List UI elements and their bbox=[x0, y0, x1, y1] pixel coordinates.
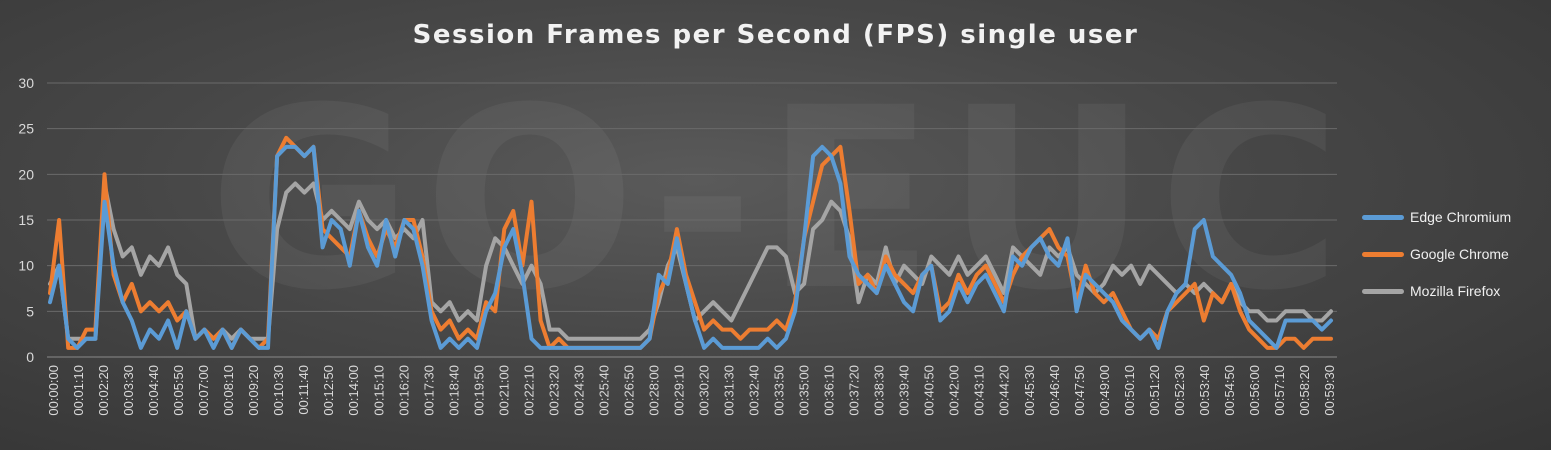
x-tick-label: 00:21:00 bbox=[496, 365, 511, 416]
legend-label: Edge Chromium bbox=[1410, 209, 1512, 225]
x-tick-label: 00:51:20 bbox=[1147, 365, 1162, 416]
x-tick-label: 00:42:00 bbox=[947, 365, 962, 416]
x-tick-label: 00:37:20 bbox=[847, 365, 862, 416]
x-tick-label: 00:17:30 bbox=[421, 365, 436, 416]
x-tick-label: 00:11:40 bbox=[296, 365, 311, 415]
x-tick-label: 00:18:40 bbox=[446, 365, 461, 416]
x-tick-label: 00:09:20 bbox=[246, 365, 261, 416]
y-tick-label: 20 bbox=[18, 166, 34, 182]
x-tick-label: 00:23:20 bbox=[546, 365, 561, 416]
x-tick-label: 00:26:50 bbox=[621, 365, 636, 416]
x-tick-label: 00:59:30 bbox=[1322, 365, 1337, 416]
x-tick-label: 00:12:50 bbox=[321, 365, 336, 416]
x-tick-label: 00:56:00 bbox=[1247, 365, 1262, 416]
x-tick-label: 00:39:40 bbox=[897, 365, 912, 416]
x-tick-label: 00:35:00 bbox=[797, 365, 812, 416]
x-tick-label: 00:32:40 bbox=[747, 365, 762, 416]
legend: Edge Chromium Google Chrome Mozilla Firefo… bbox=[1362, 208, 1511, 319]
x-tick-label: 00:31:30 bbox=[722, 365, 737, 416]
x-tick-label: 00:38:30 bbox=[872, 365, 887, 416]
x-tick-label: 00:30:20 bbox=[697, 365, 712, 416]
x-tick-label: 00:46:40 bbox=[1047, 365, 1062, 416]
x-tick-label: 00:58:20 bbox=[1297, 365, 1312, 416]
y-tick-label: 30 bbox=[18, 75, 34, 91]
x-tick-label: 00:25:40 bbox=[596, 365, 611, 416]
y-tick-label: 0 bbox=[26, 349, 34, 365]
x-tick-label: 00:14:00 bbox=[346, 365, 361, 416]
x-tick-label: 00:36:10 bbox=[822, 365, 837, 416]
legend-item: Google Chrome bbox=[1362, 245, 1511, 263]
x-tick-label: 00:52:30 bbox=[1172, 365, 1187, 416]
legend-item: Mozilla Firefox bbox=[1362, 282, 1511, 300]
legend-swatch bbox=[1362, 251, 1404, 257]
y-tick-label: 15 bbox=[18, 212, 34, 228]
y-tick-label: 10 bbox=[18, 258, 34, 274]
x-tick-label: 00:03:30 bbox=[121, 365, 136, 416]
legend-label: Mozilla Firefox bbox=[1410, 283, 1501, 299]
y-tick-label: 25 bbox=[18, 121, 34, 137]
x-tick-label: 00:24:30 bbox=[571, 365, 586, 416]
legend-swatch bbox=[1362, 288, 1404, 294]
x-tick-label: 00:57:10 bbox=[1272, 365, 1287, 416]
y-tick-label: 5 bbox=[26, 303, 34, 319]
x-tick-label: 00:16:20 bbox=[396, 365, 411, 416]
x-tick-label: 00:33:50 bbox=[772, 365, 787, 416]
x-tick-label: 00:53:40 bbox=[1197, 365, 1212, 416]
series-lines bbox=[48, 135, 1333, 350]
chart-title: Session Frames per Second (FPS) single u… bbox=[412, 20, 1139, 50]
y-axis-ticks: 0 5 10 15 20 25 30 bbox=[18, 75, 34, 365]
x-tick-label: 00:10:30 bbox=[271, 365, 286, 416]
x-tick-label: 00:02:20 bbox=[96, 365, 111, 416]
x-tick-label: 00:45:30 bbox=[1022, 365, 1037, 416]
x-tick-label: 00:05:50 bbox=[171, 365, 186, 416]
x-tick-label: 00:28:00 bbox=[646, 365, 661, 416]
gridlines bbox=[47, 82, 1337, 358]
x-tick-label: 00:47:50 bbox=[1072, 365, 1087, 416]
x-tick-label: 00:04:40 bbox=[146, 365, 161, 416]
x-tick-label: 00:22:10 bbox=[521, 365, 536, 416]
x-tick-label: 00:43:10 bbox=[972, 365, 987, 416]
series-line-google-chrome bbox=[48, 135, 1333, 350]
x-tick-label: 00:15:10 bbox=[371, 365, 386, 416]
x-tick-label: 00:40:50 bbox=[922, 365, 937, 416]
x-tick-label: 00:50:10 bbox=[1122, 365, 1137, 416]
x-tick-label: 00:29:10 bbox=[671, 365, 686, 416]
legend-item: Edge Chromium bbox=[1362, 208, 1511, 226]
series-line-mozilla-firefox bbox=[48, 181, 1333, 341]
x-tick-label: 00:49:00 bbox=[1097, 365, 1112, 416]
x-tick-label: 00:07:00 bbox=[196, 365, 211, 416]
x-tick-label: 00:54:50 bbox=[1222, 365, 1237, 416]
x-tick-label: 00:19:50 bbox=[471, 365, 486, 416]
legend-label: Google Chrome bbox=[1410, 246, 1509, 262]
x-axis-ticks: 00:00:00 00:01:10 00:02:20 00:03:30 00:04:40… bbox=[46, 365, 1337, 416]
legend-swatch bbox=[1362, 214, 1404, 220]
x-tick-label: 00:00:00 bbox=[46, 365, 61, 416]
series-line-edge-chromium bbox=[48, 144, 1333, 350]
x-tick-label: 00:44:20 bbox=[997, 365, 1012, 416]
x-tick-label: 00:08:10 bbox=[221, 365, 236, 416]
x-tick-label: 00:01:10 bbox=[71, 365, 86, 416]
